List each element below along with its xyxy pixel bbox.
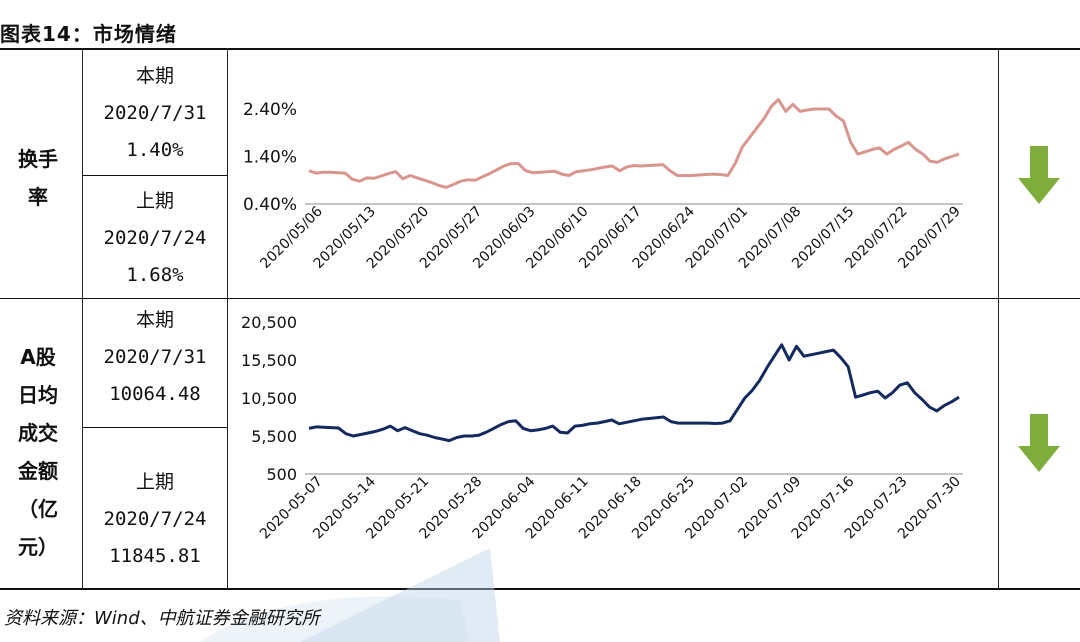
source-note: 资料来源：Wind、中航证券金融研究所 (4, 608, 320, 629)
table-bottom-border (0, 588, 1080, 590)
period-current: 本期 2020/7/31 10064.48 (83, 302, 227, 413)
col-line-3 (998, 48, 999, 588)
down-arrow-icon (1018, 414, 1060, 472)
y-tick-label: 2.40% (243, 100, 297, 120)
period-previous: 上期 2020/7/24 11845.81 (83, 464, 227, 575)
period-label: 本期 (135, 309, 174, 331)
period-date: 2020/7/24 (103, 508, 207, 530)
row-label-volume: A股日均成交金额（亿元） (10, 338, 66, 566)
row-divider (0, 298, 1080, 299)
period-value: 1.68% (126, 264, 184, 286)
figure-title: 图表14：市场情绪 (0, 22, 177, 46)
row-label-text: A股日均成交金额（亿元） (18, 345, 58, 559)
period-label: 上期 (135, 190, 174, 212)
down-arrow-icon (1018, 146, 1060, 204)
y-tick-label: 5,500 (251, 427, 297, 446)
turnover-chart: 2.40%1.40%0.40%2020/05/062020/05/132020/… (243, 98, 964, 272)
period-label: 本期 (135, 65, 174, 87)
y-tick-label: 1.40% (243, 148, 297, 168)
period-date: 2020/7/31 (103, 102, 207, 124)
period-value: 1.40% (126, 139, 184, 161)
period-value: 10064.48 (109, 383, 201, 405)
period-current: 本期 2020/7/31 1.40% (83, 58, 227, 169)
period-label: 上期 (135, 471, 174, 493)
row-label-text: 换手率 (18, 147, 58, 209)
y-tick-label: 500 (266, 465, 297, 484)
y-tick-label: 20,500 (241, 313, 297, 332)
row-label-turnover: 换手率 (10, 140, 66, 216)
period-date: 2020/7/24 (103, 227, 207, 249)
y-tick-label: 15,500 (241, 351, 297, 370)
volume-chart: 20,50015,50010,5005,5005002020-05-072020… (241, 313, 964, 542)
table-top-border (0, 48, 1080, 50)
y-tick-label: 0.40% (243, 195, 297, 215)
period-value: 11845.81 (109, 545, 201, 567)
period-previous: 上期 2020/7/24 1.68% (83, 183, 227, 294)
cell-divider-1 (83, 175, 227, 176)
y-tick-label: 10,500 (241, 389, 297, 408)
series-line (308, 98, 960, 189)
cell-divider-2 (83, 427, 227, 428)
period-date: 2020/7/31 (103, 346, 207, 368)
col-line-1 (82, 48, 83, 588)
col-line-2 (227, 48, 228, 588)
series-line (308, 343, 960, 443)
